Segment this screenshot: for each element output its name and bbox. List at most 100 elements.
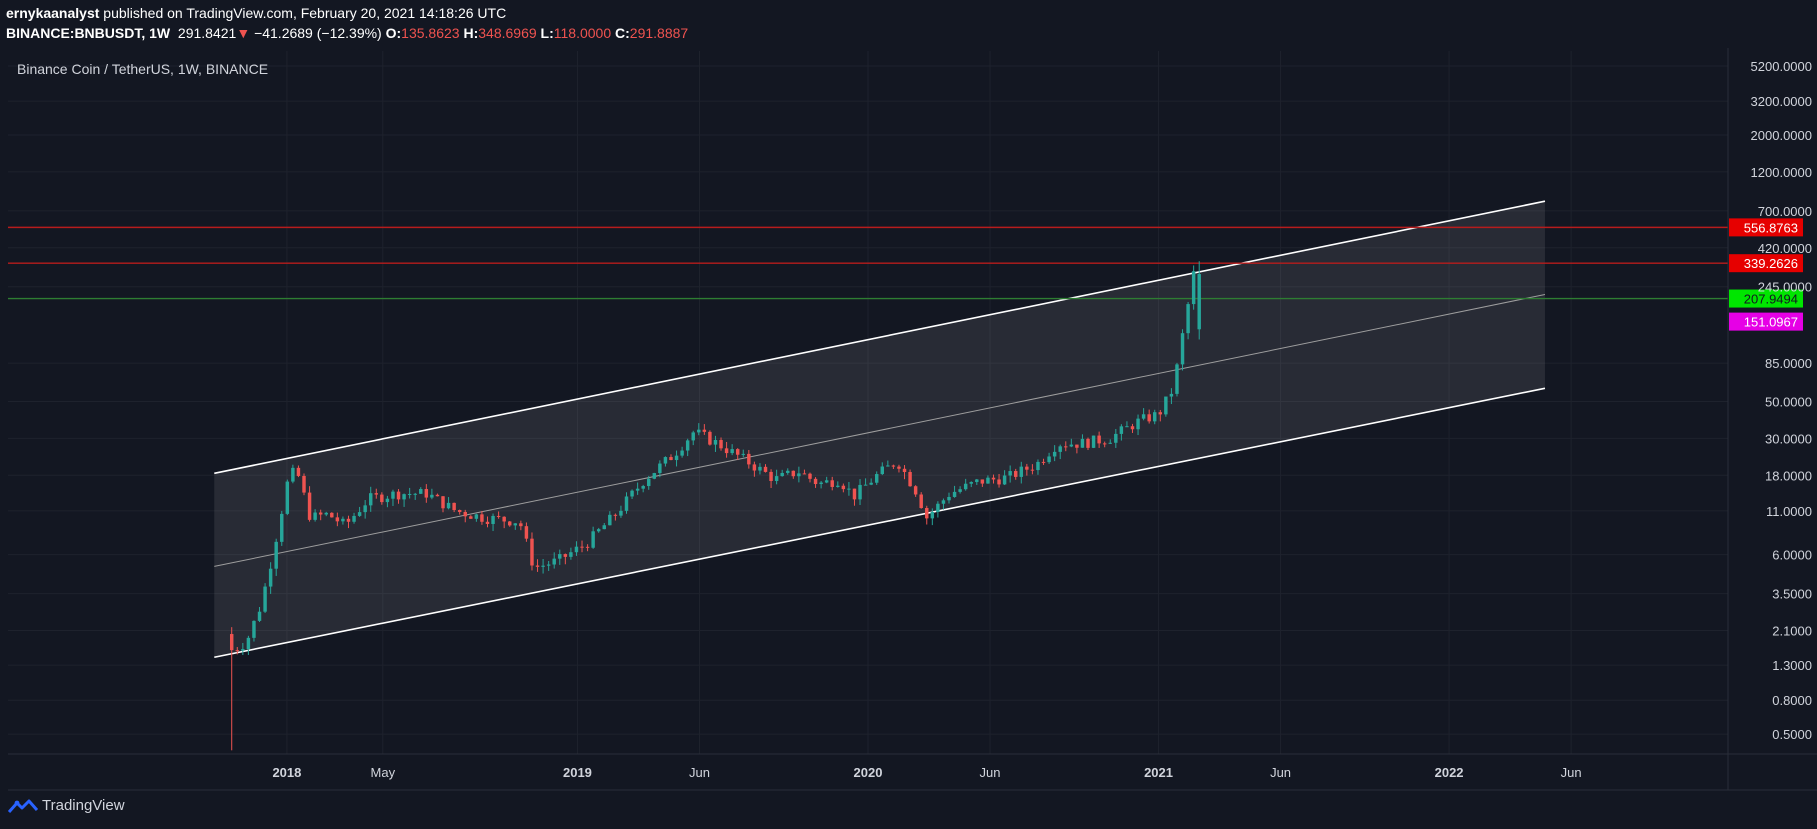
channel-middle-line [214,293,1546,567]
candle-body [558,554,562,559]
time-tick-label: Jun [689,765,710,780]
time-tick-label: Jun [1270,765,1291,780]
candle-body [591,531,595,548]
candle-body [997,479,1001,485]
price-tick-label: 700.0000 [1758,204,1812,219]
candle-body [886,465,890,467]
candle-body [619,510,623,516]
candle-body [769,471,773,482]
candle-body [374,493,379,495]
candle-body [446,502,451,509]
price-tick-label: 5200.0000 [1751,59,1812,74]
candle-body [980,479,985,484]
candle-body [241,649,245,651]
candle-body [602,525,606,530]
open-value: 135.8623 [401,25,460,41]
tradingview-logo-icon [8,799,38,813]
candle-body [735,449,740,455]
level-label-current: 151.0967 [1744,315,1798,330]
candle-body [569,552,573,557]
price-tick-label: 0.5000 [1772,727,1812,742]
horizontal-levels[interactable]: 556.8763 339.2626 207.9494 151.0967 [8,218,1803,331]
candle-body [1147,414,1151,422]
level-label-bg [1729,218,1803,237]
candle-body [1030,469,1035,471]
channel-lower-line [214,387,1546,659]
candle-body [1186,304,1190,334]
candle-body [296,467,301,476]
author-name[interactable]: ernykaanalyst [6,5,100,21]
symbol-label: BINANCE:BNBUSDT, 1W [6,25,171,41]
candle-body [969,482,973,484]
candle-body [385,498,390,503]
price-tick-label: 3200.0000 [1751,94,1812,109]
candle-body [1002,475,1007,485]
candle-body [402,494,406,500]
candle-body [1114,433,1118,443]
price-axis[interactable]: 0.5000 0.8000 1.3000 2.1000 3.5000 6.0000 11.0… [1727,48,1812,790]
close-value: 291.8887 [629,25,689,41]
candle-body [608,514,612,526]
candle-body [952,491,957,497]
regression-channel[interactable] [214,200,1546,659]
candle-body [1058,446,1062,452]
candle-body [635,488,640,491]
price-tick-label: 18.0000 [1765,468,1812,483]
candle-body [341,518,345,522]
candle-body [508,521,512,526]
candle-body [741,453,745,455]
candle-body [819,482,823,485]
candle-body [613,514,618,516]
candle-body [1075,444,1079,448]
candle-body [847,488,851,490]
candle-body [1130,426,1135,430]
price-tick-label: 6.0000 [1772,548,1812,563]
candle-body [919,494,923,509]
candle-body [830,480,834,487]
candle-body [1080,438,1085,448]
candles [229,261,1201,751]
candle-body [263,586,267,612]
time-axis[interactable]: 2018 May 2019 Jun 2020 Jun 2021 Jun 2022 Jun [8,753,1817,791]
candle-body [1041,461,1046,463]
price-tick-label: 30.0000 [1765,431,1812,446]
candle-body [396,491,401,500]
tradingview-logo[interactable]: TradingView [8,797,125,814]
candle-body [1169,393,1174,397]
candle-body [268,568,273,587]
candle-body [791,470,796,477]
candle-body [1197,274,1201,330]
candle-body [786,470,790,473]
candle-body [874,474,879,483]
candle-body [658,463,662,474]
candle-body [413,493,417,495]
candle-body [1047,456,1051,463]
candle-body [246,637,251,650]
candle-body [902,468,907,473]
candle-body [1091,435,1096,448]
candle-body [652,473,657,479]
candle-body [869,482,873,485]
candle-body [719,439,723,449]
candle-body [313,512,317,520]
candle-body [936,503,940,512]
candle-body [880,466,885,475]
candle-body [580,546,584,548]
level-label-resistance: 339.2626 [1744,256,1798,271]
candle-body [330,512,334,518]
time-tick-label: 2018 [272,765,301,780]
candle-body [697,429,701,433]
level-label-bg [1729,289,1803,308]
channel-fill [214,201,1545,658]
candle-body [763,466,768,472]
candle-body [1180,333,1185,365]
candle-body [1025,466,1029,470]
candle-body [947,496,951,501]
price-change: −41.2689 (−12.39%) [254,25,382,41]
candle-body [1036,461,1040,471]
candle-body [430,494,434,498]
candle-body [574,546,579,553]
candle-body [930,511,935,519]
ohlc-line: BINANCE:BNBUSDT, 1W 291.8421▼ −41.2689 (… [6,25,688,41]
